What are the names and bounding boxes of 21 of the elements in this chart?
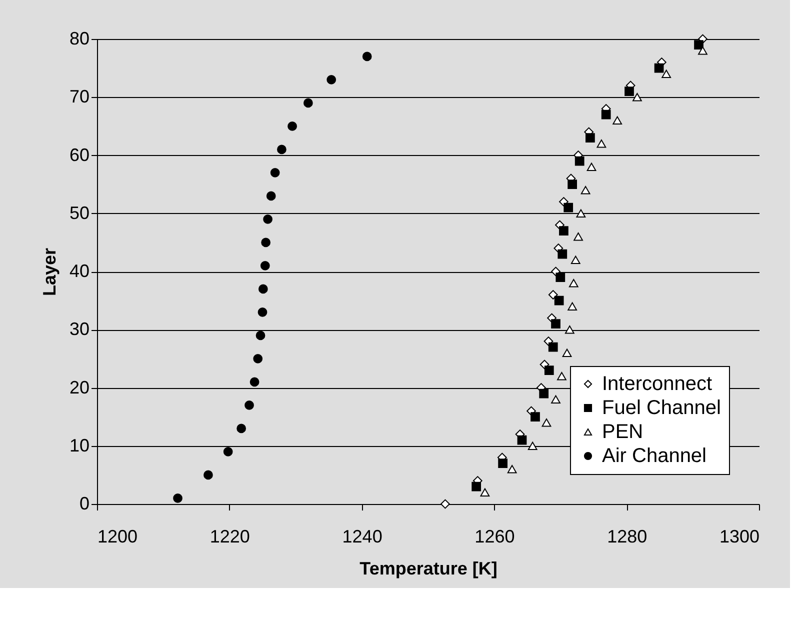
legend-label: PEN <box>602 421 644 443</box>
y-tick-label: 60 <box>69 144 90 165</box>
x-tick-label: 1200 <box>98 526 138 546</box>
legend-label: Air Channel <box>602 445 707 467</box>
y-tick-label: 0 <box>79 494 90 514</box>
x-tick-label: 1280 <box>607 526 648 546</box>
y-tick-label: 50 <box>69 202 90 223</box>
legend-label: Fuel Channel <box>602 397 721 419</box>
y-tick-label: 80 <box>69 28 90 48</box>
y-tick-label: 30 <box>69 319 90 340</box>
y-axis-title: Layer <box>39 248 60 296</box>
y-tick-label: 40 <box>69 261 90 281</box>
x-tick-label: 1240 <box>342 526 382 546</box>
x-tick-label: 1300 <box>719 526 760 546</box>
x-tick-label: 1260 <box>474 526 515 546</box>
x-tick-label: 1220 <box>210 526 250 546</box>
y-tick-label: 70 <box>69 86 90 107</box>
y-tick-label: 20 <box>69 377 90 398</box>
x-axis-title: Temperature [K] <box>360 558 498 578</box>
y-tick-label: 10 <box>69 435 90 456</box>
legend-label: Interconnect <box>602 373 713 395</box>
